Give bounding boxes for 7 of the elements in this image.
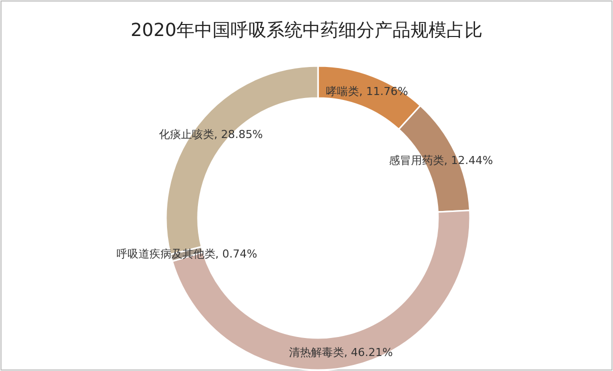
data-label: , 46.21% [344,346,393,360]
slice-label: 清热解毒类 [288,346,344,360]
chart-title: 2020年中国呼吸系统中药细分产品规模占比 [130,20,482,41]
data-label: , 0.74% [215,248,258,261]
slice-label: 化痰止咳类 [158,128,214,142]
slice-label: 哮喘类 [326,85,360,98]
data-label: , 28.85% [214,128,263,142]
